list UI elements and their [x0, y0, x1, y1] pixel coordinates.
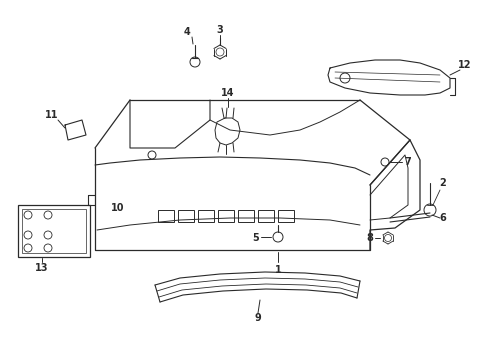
Text: 10: 10 [111, 203, 124, 213]
Bar [178, 210, 194, 222]
Bar [218, 210, 234, 222]
Text: 11: 11 [45, 110, 59, 120]
Text: 7: 7 [404, 157, 410, 167]
Bar [18, 205, 90, 257]
Bar [258, 210, 273, 222]
Text: 3: 3 [216, 25, 223, 35]
Text: 2: 2 [439, 178, 446, 188]
Text: 4: 4 [183, 27, 190, 37]
Text: 13: 13 [35, 263, 49, 273]
Text: 8: 8 [366, 233, 373, 243]
Bar [22, 209, 86, 253]
Text: 5: 5 [252, 233, 259, 243]
Text: 14: 14 [221, 88, 234, 98]
Text: 1: 1 [274, 265, 281, 275]
Text: 6: 6 [439, 213, 446, 223]
Bar [278, 210, 293, 222]
Text: 9: 9 [254, 313, 261, 323]
Bar [198, 210, 214, 222]
Bar [238, 210, 253, 222]
Text: 12: 12 [457, 60, 471, 70]
Bar [158, 210, 174, 222]
